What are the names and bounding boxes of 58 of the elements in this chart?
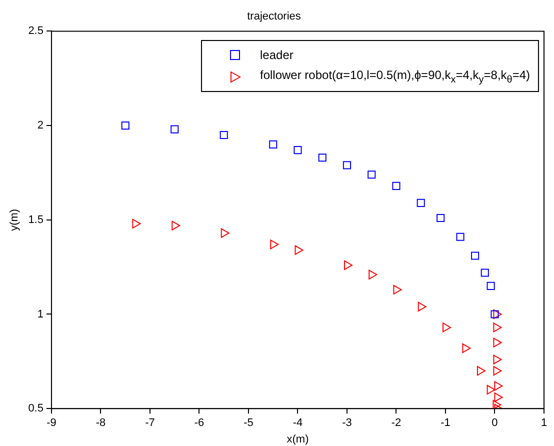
point [270,240,279,250]
point [368,170,376,179]
chart-title: trajectories [247,10,302,23]
point [342,161,352,170]
point [368,270,378,280]
point [493,338,502,348]
point [480,268,489,277]
point [132,218,141,229]
y-axis-title: y(m) [8,208,21,231]
point [318,154,326,162]
point [344,260,352,270]
point [418,302,426,312]
point [393,284,402,295]
y-tick-label: 2.5 [28,25,44,38]
x-tick-label: -8 [96,417,106,430]
x-tick-label: 0 [492,417,498,430]
point [494,381,503,391]
point [493,366,502,376]
x-tick-label: -9 [46,417,56,430]
point [294,245,304,255]
y-tick-label: 1 [37,308,44,320]
point [490,310,499,318]
x-tick-label: -3 [342,417,352,430]
point [471,252,480,260]
x-tick-label: -4 [292,417,303,430]
point [493,354,502,364]
point [392,182,400,190]
point [220,228,230,238]
point [486,384,496,395]
point [220,130,228,140]
point [493,322,502,332]
point [170,125,179,134]
x-tick-label: -2 [391,417,402,430]
point [172,220,180,230]
point [476,366,486,376]
y-tick-label: 2 [37,120,44,132]
legend-label: follower robot(α=10,l=0.5(m),ϕ=90,k$_{x}$=4,k$_{y}$=8,k$_{θ}$=4) [260,68,530,86]
point [294,146,302,154]
x-axis-title: x(m) [286,433,309,446]
x-tick-label: -1 [440,417,450,430]
point [462,343,471,354]
x-tick-label: -6 [194,417,204,430]
legend-label: leader [260,48,294,62]
point [493,309,502,320]
y-tick-label: 0.5 [28,402,44,415]
x-tick-label: -5 [244,417,254,430]
y-tick-label: 1.5 [28,214,44,226]
point [494,392,503,402]
point [121,122,130,130]
point [486,282,495,290]
point [492,400,502,409]
point [436,214,445,222]
x-tick-label: -7 [145,417,155,430]
x-tick-label: 1 [540,417,548,430]
point [269,140,278,148]
point [416,198,425,207]
point [442,322,451,332]
point [456,232,464,241]
